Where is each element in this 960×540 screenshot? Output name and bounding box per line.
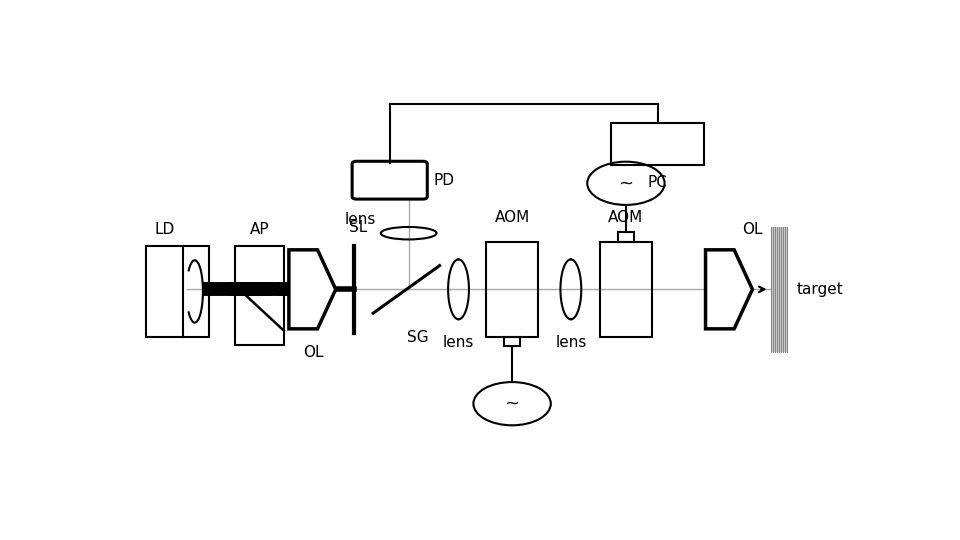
Text: lens: lens [345,212,376,227]
Text: target: target [796,282,843,297]
Bar [504,337,520,346]
Bar [600,241,652,337]
Text: LD: LD [155,222,175,238]
Text: ~: ~ [618,174,634,192]
Bar [235,246,284,346]
Bar [611,123,704,165]
Text: OL: OL [742,222,762,238]
Text: OL: OL [303,346,324,361]
Text: AOM: AOM [609,210,643,225]
Bar [146,246,209,337]
Text: PD: PD [434,173,455,188]
Text: AP: AP [250,222,270,238]
Bar [771,227,787,352]
Bar [617,232,635,241]
Text: lens: lens [443,335,474,350]
Text: lens: lens [555,335,587,350]
Text: PC: PC [648,175,667,190]
Text: ~: ~ [505,395,519,413]
Bar [486,241,539,337]
Polygon shape [289,250,336,329]
Text: SL: SL [348,220,368,235]
Text: SG: SG [407,330,428,345]
Text: AOM: AOM [494,211,530,225]
Polygon shape [706,250,753,329]
